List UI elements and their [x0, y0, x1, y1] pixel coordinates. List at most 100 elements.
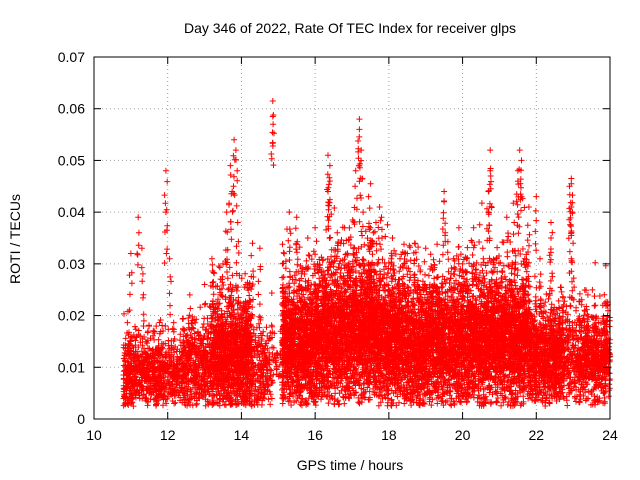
data-point	[136, 389, 143, 396]
data-point	[135, 214, 142, 221]
data-point	[121, 310, 127, 317]
data-point	[139, 384, 146, 390]
data-point	[127, 250, 134, 257]
data-point	[144, 402, 151, 409]
data-point	[127, 347, 134, 354]
data-point	[123, 371, 130, 377]
data-point	[153, 401, 160, 408]
data-point	[138, 371, 144, 378]
data-point	[120, 362, 127, 369]
data-point	[150, 355, 157, 362]
data-point	[165, 326, 172, 333]
data-point	[151, 383, 158, 390]
data-point	[129, 399, 135, 406]
data-point	[132, 323, 138, 330]
data-point	[138, 245, 145, 252]
data-point	[124, 395, 131, 402]
data-point	[170, 319, 177, 326]
data-point	[146, 376, 153, 383]
data-point	[147, 376, 154, 383]
data-point	[139, 359, 146, 365]
data-point	[146, 323, 153, 330]
data-point	[151, 336, 158, 343]
data-point	[132, 377, 139, 384]
data-point	[130, 403, 137, 410]
data-point	[160, 328, 166, 334]
data-point	[134, 348, 140, 355]
data-point	[128, 280, 135, 287]
data-point	[155, 374, 162, 381]
data-point	[142, 349, 149, 356]
data-point	[127, 291, 133, 298]
data-point	[154, 358, 161, 365]
data-point	[129, 385, 136, 392]
data-point	[144, 340, 150, 347]
data-point	[154, 393, 161, 400]
data-point	[126, 307, 133, 314]
data-point	[153, 367, 160, 374]
data-point	[125, 359, 132, 366]
data-point	[139, 270, 146, 277]
data-point	[126, 272, 133, 279]
data-point	[126, 374, 133, 381]
data-point	[125, 383, 132, 390]
data-point	[137, 339, 144, 346]
data-point	[125, 331, 132, 338]
data-point	[121, 401, 128, 407]
data-point	[153, 323, 160, 330]
data-point	[135, 229, 142, 236]
data-point	[138, 264, 145, 271]
data-point	[135, 242, 142, 249]
data-point	[132, 326, 139, 333]
data-point	[140, 323, 147, 329]
data-point	[156, 382, 163, 389]
data-point	[122, 345, 129, 352]
data-points	[120, 98, 613, 410]
data-point	[152, 372, 159, 379]
data-point	[134, 261, 141, 268]
data-point	[135, 390, 142, 397]
data-point	[134, 251, 141, 258]
data-point	[169, 325, 176, 332]
data-point	[138, 353, 145, 360]
chart-title: Day 346 of 2022, Rate Of TEC Index for r…	[184, 20, 516, 36]
data-point	[147, 352, 154, 359]
data-point	[143, 378, 150, 385]
data-point	[132, 391, 139, 398]
data-point	[132, 363, 139, 370]
data-point	[120, 388, 127, 395]
grid-lines	[94, 57, 610, 419]
data-point	[124, 319, 131, 326]
data-point	[127, 337, 134, 344]
data-point	[140, 311, 147, 318]
data-point	[136, 395, 143, 402]
data-point	[141, 345, 147, 352]
data-point	[140, 391, 147, 398]
data-point	[134, 250, 141, 257]
data-point	[121, 357, 128, 364]
data-point	[148, 391, 155, 398]
data-point	[124, 366, 131, 373]
data-point	[133, 374, 140, 381]
data-point	[155, 348, 162, 355]
data-point	[137, 333, 144, 339]
data-point	[144, 383, 151, 390]
data-point	[150, 327, 157, 334]
data-point	[150, 373, 157, 380]
data-point	[128, 354, 134, 361]
data-point	[146, 386, 152, 393]
data-point	[141, 334, 148, 340]
data-point	[126, 342, 133, 349]
data-point	[149, 346, 156, 353]
data-point	[140, 294, 146, 301]
data-point	[120, 375, 127, 382]
data-point	[135, 344, 142, 351]
data-point	[140, 317, 147, 324]
data-point	[122, 335, 129, 342]
data-point	[139, 278, 146, 285]
data-point	[158, 344, 165, 351]
data-point	[121, 394, 128, 401]
data-point	[147, 335, 154, 342]
